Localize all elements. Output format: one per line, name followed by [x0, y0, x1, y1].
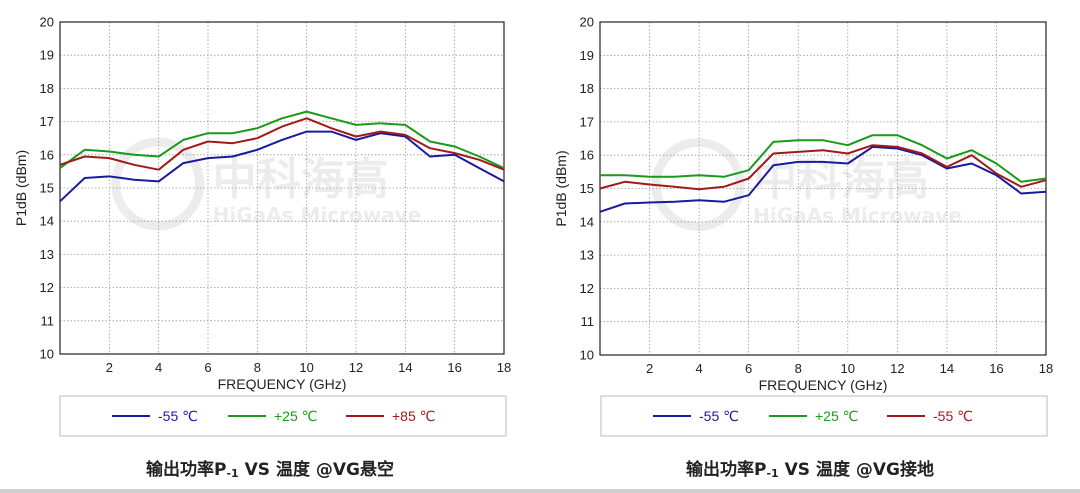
x-tick-label: 16: [447, 360, 461, 375]
x-tick-label: 6: [745, 361, 752, 376]
caption-rest: VS 温度 @VG悬空: [238, 460, 394, 480]
x-tick-label: 8: [254, 360, 261, 375]
y-tick-label: 17: [580, 114, 594, 129]
y-tick-label: 18: [40, 81, 54, 96]
x-tick-label: 12: [349, 360, 363, 375]
x-tick-label: 6: [204, 360, 211, 375]
y-axis-title: P1dB (dBm): [13, 150, 29, 226]
y-tick-label: 16: [580, 148, 594, 163]
chart-caption-right: 输出功率P-1 VS 温度 @VG接地: [540, 455, 1080, 480]
x-tick-label: 2: [106, 360, 113, 375]
chart-caption-left: 输出功率P-1 VS 温度 @VG悬空: [0, 455, 540, 480]
x-tick-label: 16: [989, 361, 1003, 376]
caption-main: 输出功率P: [146, 460, 227, 480]
x-tick-label: 14: [398, 360, 412, 375]
y-tick-label: 20: [580, 15, 594, 30]
x-tick-label: 18: [1039, 361, 1053, 376]
watermark-ring: [111, 137, 205, 231]
x-tick-label: 10: [841, 361, 855, 376]
caption-subscript: -1: [766, 467, 779, 480]
y-tick-label: 19: [580, 48, 594, 63]
x-tick-label: 8: [795, 361, 802, 376]
series-line-1: [59, 110, 505, 170]
y-tick-label: 10: [40, 347, 54, 362]
series-line-2: [599, 144, 1047, 191]
watermark-chinese-text: 中科海高: [213, 154, 389, 205]
x-tick-label: 4: [695, 361, 702, 376]
y-tick-label: 14: [580, 214, 594, 229]
series-line-0: [599, 145, 1047, 213]
y-tick-label: 11: [41, 313, 55, 328]
legend-label: +25 ℃: [274, 408, 317, 424]
y-tick-label: 16: [40, 147, 54, 162]
y-axis-title: P1dB (dBm): [553, 150, 569, 226]
x-tick-label: 4: [155, 360, 162, 375]
x-tick-label: 12: [890, 361, 904, 376]
x-axis-title: FREQUENCY (GHz): [759, 377, 888, 393]
y-tick-label: 20: [40, 15, 54, 30]
x-tick-label: 2: [646, 361, 653, 376]
watermark-english-text: HiGaAs Microwave: [213, 203, 422, 227]
chart-panel-right: 中科海高 HiGaAs Microwave 10 11 12 13 14 15 16 17 18 19…: [540, 0, 1080, 493]
bottom-divider: [0, 489, 1080, 493]
series-line-2: [59, 117, 505, 171]
y-tick-label: 13: [40, 247, 54, 262]
y-tick-label: 13: [580, 248, 594, 263]
y-tick-label: 15: [40, 181, 54, 196]
legend-label: +85 ℃: [392, 408, 435, 424]
y-tick-label: 10: [580, 348, 594, 363]
x-tick-label: 14: [940, 361, 954, 376]
legend: -55 ℃ +25 ℃ -55 ℃: [600, 395, 1048, 437]
y-tick-label: 12: [40, 280, 54, 295]
legend-label: -55 ℃: [699, 408, 739, 424]
y-tick-label: 17: [40, 114, 54, 129]
x-tick-label: 10: [299, 360, 313, 375]
y-tick-label: 19: [40, 48, 54, 63]
legend-label: -55 ℃: [158, 408, 198, 424]
legend-label: -55 ℃: [933, 408, 973, 424]
grid: [60, 21, 505, 355]
series-line-1: [600, 134, 1047, 183]
y-tick-label: 18: [580, 81, 594, 96]
chart-panel-left: 中科海高 HiGaAs Microwave 10 11 12 13 14 15 16 17 18 19…: [0, 15, 540, 481]
legend: -55 ℃ +25 ℃ +85 ℃: [59, 395, 507, 437]
caption-rest: VS 温度 @VG接地: [778, 460, 934, 480]
series-line-0: [59, 130, 505, 203]
plot-frame: [59, 21, 505, 355]
x-axis-title: FREQUENCY (GHz): [218, 376, 347, 392]
caption-subscript: -1: [226, 467, 239, 480]
y-tick-label: 15: [580, 181, 594, 196]
legend-label: +25 ℃: [815, 408, 858, 424]
caption-main: 输出功率P: [686, 460, 767, 480]
y-tick-label: 12: [580, 281, 594, 296]
watermark-english-text: HiGaAs Microwave: [753, 204, 962, 228]
x-tick-label: 18: [497, 360, 511, 375]
y-tick-label: 11: [581, 314, 595, 329]
y-tick-label: 14: [40, 214, 54, 229]
